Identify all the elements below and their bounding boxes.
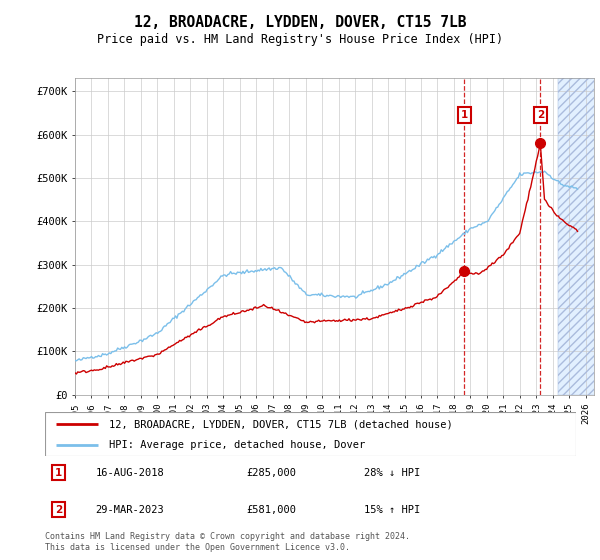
Text: 2: 2 xyxy=(536,110,544,120)
Text: 1: 1 xyxy=(461,110,468,120)
Text: 1: 1 xyxy=(55,468,62,478)
Text: 15% ↑ HPI: 15% ↑ HPI xyxy=(364,505,420,515)
Text: Contains HM Land Registry data © Crown copyright and database right 2024.
This d: Contains HM Land Registry data © Crown c… xyxy=(45,532,410,552)
Text: £581,000: £581,000 xyxy=(247,505,297,515)
Text: 2: 2 xyxy=(55,505,62,515)
Text: HPI: Average price, detached house, Dover: HPI: Average price, detached house, Dove… xyxy=(109,440,365,450)
Text: 12, BROADACRE, LYDDEN, DOVER, CT15 7LB: 12, BROADACRE, LYDDEN, DOVER, CT15 7LB xyxy=(134,15,466,30)
Text: 28% ↓ HPI: 28% ↓ HPI xyxy=(364,468,420,478)
Bar xyxy=(558,78,600,395)
Text: 29-MAR-2023: 29-MAR-2023 xyxy=(95,505,164,515)
Text: Price paid vs. HM Land Registry's House Price Index (HPI): Price paid vs. HM Land Registry's House … xyxy=(97,32,503,46)
Text: £285,000: £285,000 xyxy=(247,468,297,478)
Text: 16-AUG-2018: 16-AUG-2018 xyxy=(95,468,164,478)
Text: 12, BROADACRE, LYDDEN, DOVER, CT15 7LB (detached house): 12, BROADACRE, LYDDEN, DOVER, CT15 7LB (… xyxy=(109,419,452,429)
Bar xyxy=(558,78,600,395)
